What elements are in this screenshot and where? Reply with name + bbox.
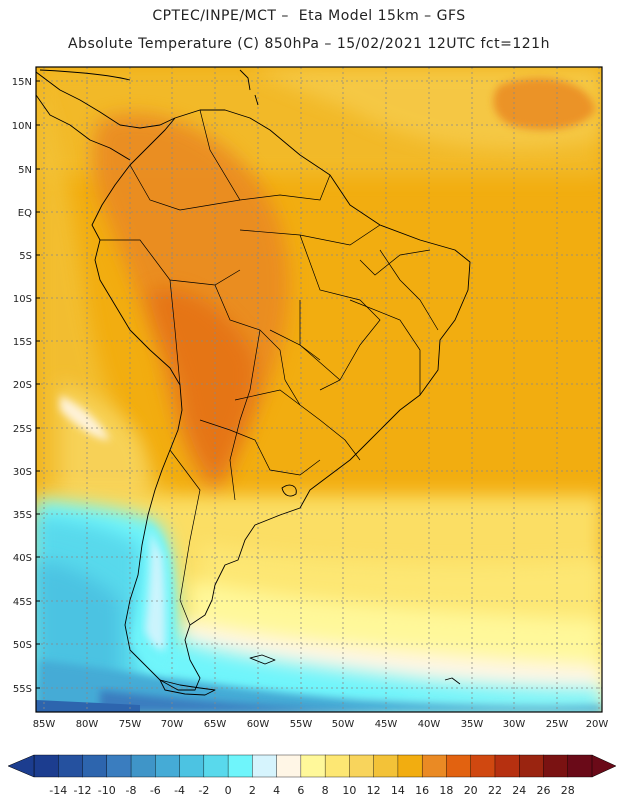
falkland-islands <box>249 654 276 665</box>
lat-label: EQ <box>18 208 32 219</box>
legend-label: 0 <box>225 784 232 797</box>
lat-label: 5N <box>18 165 32 176</box>
lon-label: 30W <box>503 719 526 730</box>
south-georgia <box>444 677 461 685</box>
legend-swatch <box>58 754 84 778</box>
legend-swatch <box>421 754 447 778</box>
lat-label: 10N <box>12 121 32 132</box>
lon-label: 45W <box>375 719 398 730</box>
legend-label: -2 <box>198 784 209 797</box>
legend-label: 6 <box>297 784 304 797</box>
cuba-coastline <box>39 69 131 81</box>
legend-swatch <box>130 754 156 778</box>
lat-label: 30S <box>13 467 32 478</box>
legend-swatch <box>373 754 399 778</box>
legend-swatch <box>252 754 278 778</box>
legend-swatch <box>494 754 520 778</box>
lon-label: 20W <box>586 719 609 730</box>
legend-swatch <box>106 754 132 778</box>
legend-swatch <box>397 754 423 778</box>
legend-label: -12 <box>74 784 92 797</box>
map-title-line2: Absolute Temperature (C) 850hPa – 15/02/… <box>68 36 550 52</box>
lon-label: 80W <box>76 719 99 730</box>
legend-label: 10 <box>342 784 356 797</box>
lat-label: 35S <box>13 510 32 521</box>
legend-label: -10 <box>98 784 116 797</box>
legend-label: 16 <box>415 784 429 797</box>
legend-label: 18 <box>439 784 453 797</box>
lon-label: 55W <box>290 719 313 730</box>
temperature-field <box>36 67 602 712</box>
legend-swatch <box>276 754 302 778</box>
lat-label: 50S <box>13 640 32 651</box>
tierra-del-fuego <box>159 679 216 696</box>
central-america-coastline <box>36 71 176 161</box>
legend-label: -8 <box>126 784 137 797</box>
legend-label: 20 <box>464 784 478 797</box>
map-ticks <box>36 80 40 689</box>
legend-label: 2 <box>249 784 256 797</box>
legend-swatch <box>567 754 593 778</box>
lon-label: 50W <box>332 719 355 730</box>
legend-swatch <box>179 754 205 778</box>
lat-label: 15S <box>13 337 32 348</box>
legend-label: 28 <box>561 784 575 797</box>
latitude-labels: 15N 10N 5N EQ 5S 10S 15S 20S 25S 30S 35S… <box>12 77 32 695</box>
legend-swatch <box>82 754 108 778</box>
legend-label: 26 <box>536 784 550 797</box>
lat-label: 45S <box>13 597 32 608</box>
lat-label: 25S <box>13 424 32 435</box>
legend-label: 4 <box>273 784 280 797</box>
legend-label: 22 <box>488 784 502 797</box>
lat-label: 40S <box>13 553 32 564</box>
legend-swatch <box>446 754 472 778</box>
lat-label: 5S <box>19 251 32 262</box>
legend-label: 14 <box>391 784 405 797</box>
south-america-coastline <box>91 109 471 691</box>
legend-label: 24 <box>512 784 526 797</box>
lat-label: 55S <box>13 684 32 695</box>
legend-swatch <box>300 754 326 778</box>
legend-label: -6 <box>150 784 161 797</box>
lon-label: 25W <box>546 719 569 730</box>
lon-label: 85W <box>33 719 56 730</box>
legend-swatch <box>324 754 350 778</box>
caribbean-islands <box>239 69 259 106</box>
legend-swatch <box>227 754 253 778</box>
legend-swatch <box>543 754 569 778</box>
legend-swatch <box>470 754 496 778</box>
legend-label: 8 <box>322 784 329 797</box>
map-title-line1: CPTEC/INPE/MCT – Eta Model 15km – GFS <box>152 8 466 24</box>
lat-label: 20S <box>13 380 32 391</box>
lon-label: 60W <box>247 719 270 730</box>
map-grid <box>36 67 602 712</box>
lon-label: 65W <box>204 719 227 730</box>
legend-swatch <box>33 754 59 778</box>
lon-label: 40W <box>418 719 441 730</box>
map-frame <box>35 66 603 713</box>
lon-label: 35W <box>461 719 484 730</box>
country-borders <box>100 109 439 626</box>
legend-max-arrow <box>591 754 617 778</box>
legend-swatch <box>155 754 181 778</box>
legend-label: 12 <box>367 784 381 797</box>
lat-label: 15N <box>12 77 32 88</box>
lagoa-dos-patos <box>281 484 297 497</box>
longitude-labels: 85W 80W 75W 70W 65W 60W 55W 50W 45W 40W … <box>33 719 609 730</box>
lon-label: 70W <box>161 719 184 730</box>
legend-label: -4 <box>174 784 185 797</box>
legend-label: -14 <box>49 784 67 797</box>
legend-swatch <box>349 754 375 778</box>
coastlines <box>36 69 471 696</box>
legend-min-arrow <box>7 754 35 778</box>
legend-swatch <box>203 754 229 778</box>
lat-label: 10S <box>13 294 32 305</box>
color-legend: -14 -12 -10 -8 -6 -4 -2 0 2 4 6 8 10 12 14 16 18 20 22 24 26… <box>7 754 617 797</box>
lon-label: 75W <box>119 719 142 730</box>
legend-swatch <box>519 754 544 778</box>
